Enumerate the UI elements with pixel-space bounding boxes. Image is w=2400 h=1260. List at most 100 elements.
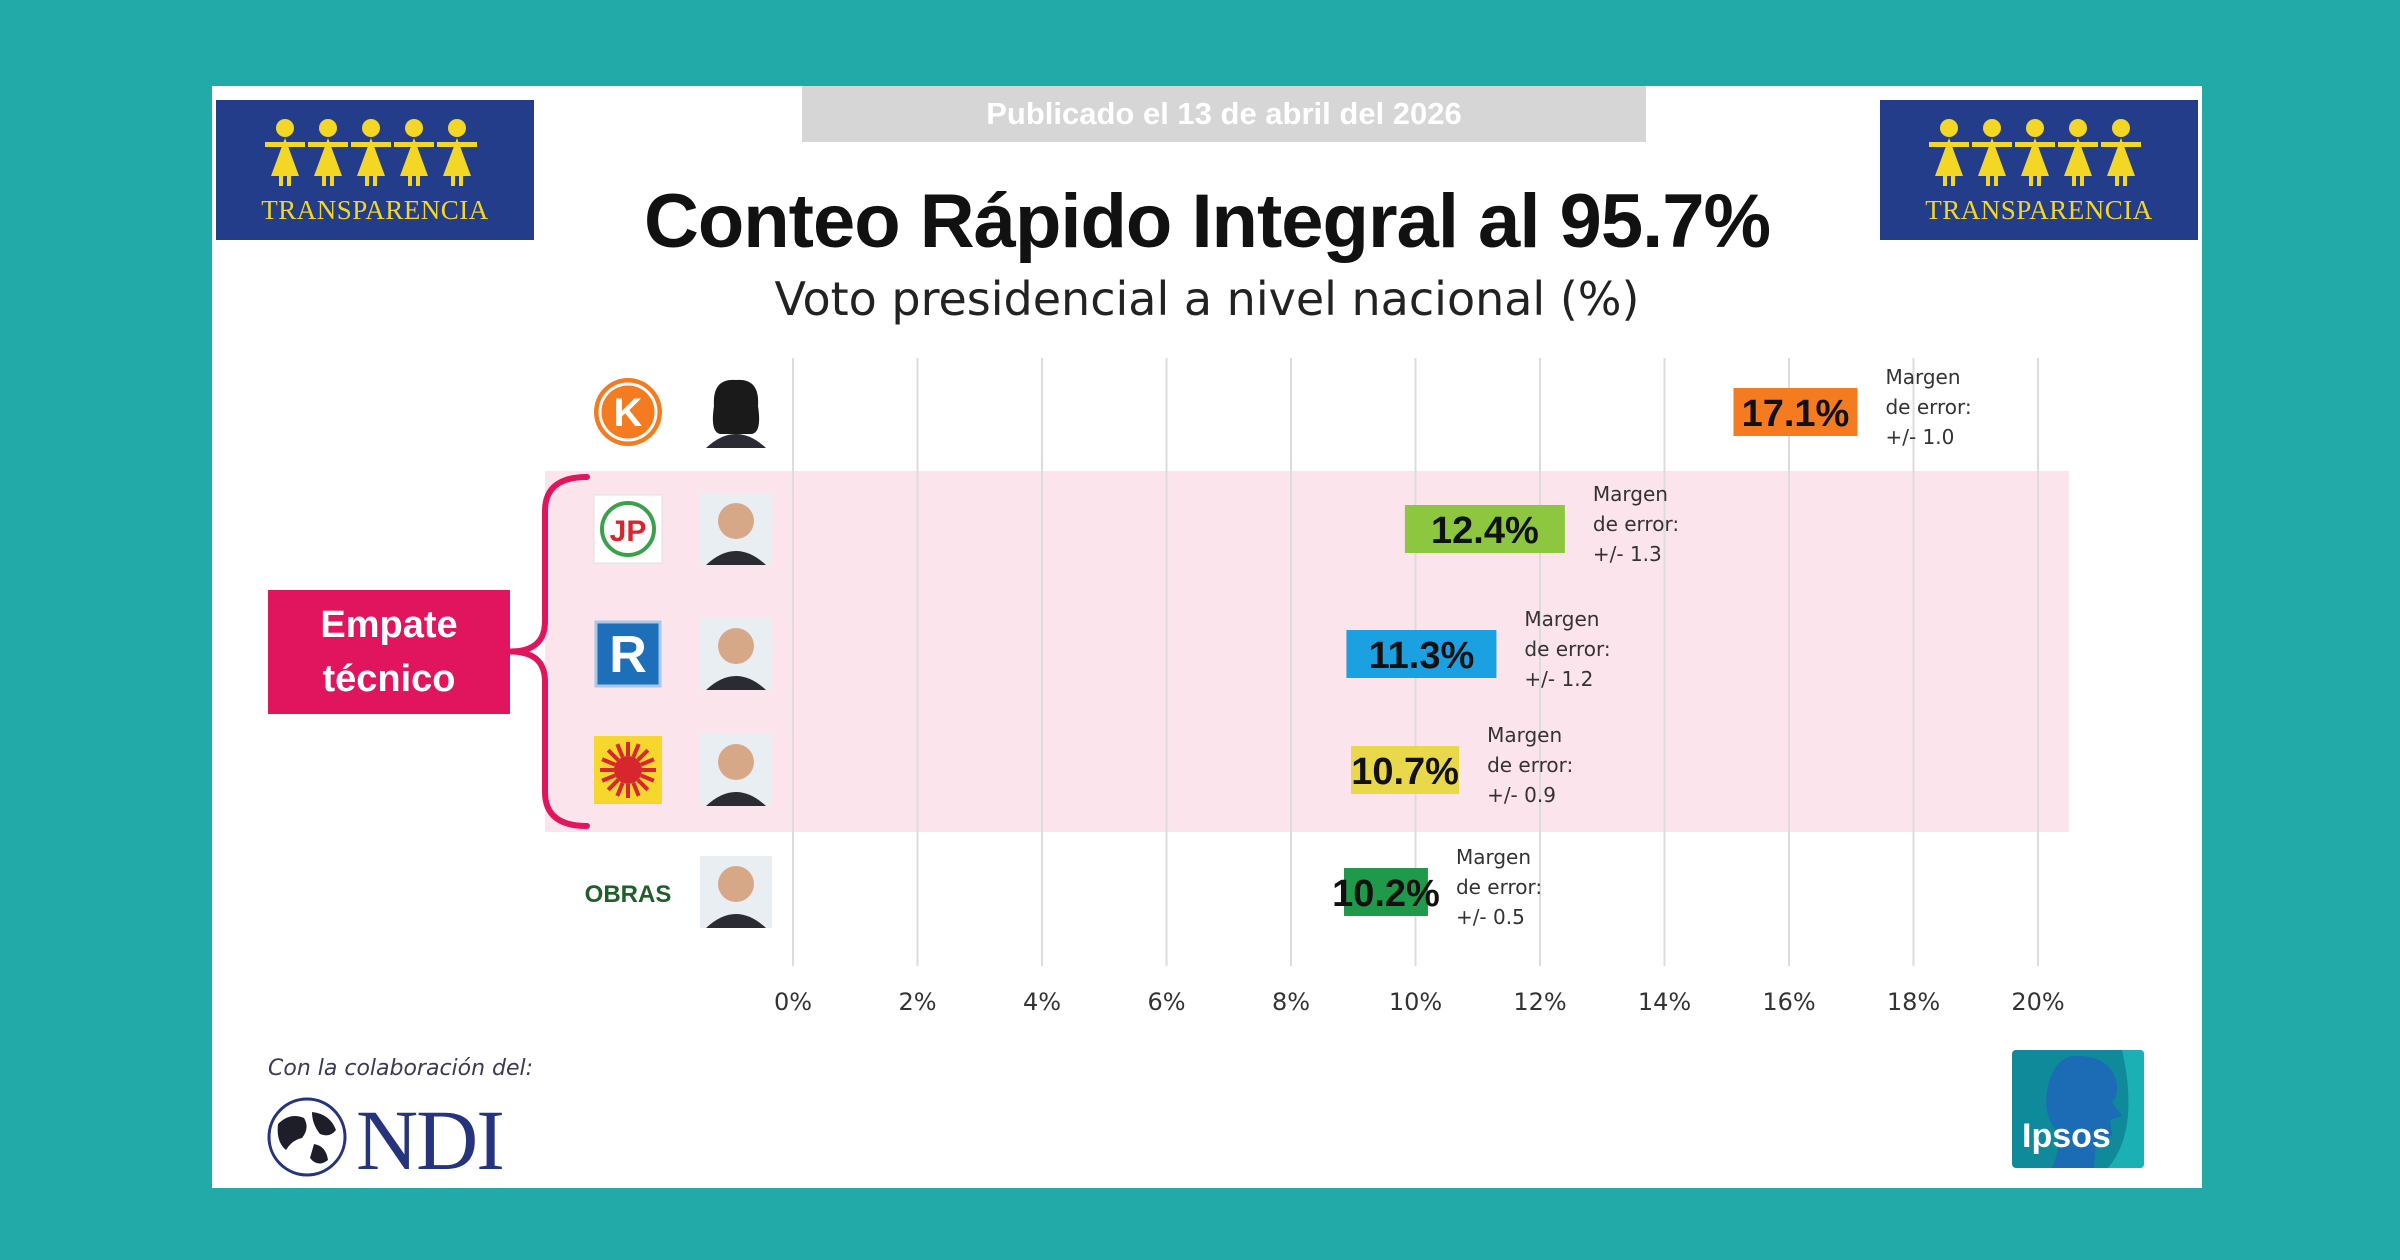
ipsos-logo: Ipsos	[2012, 1050, 2144, 1168]
chart-subtitle: Voto presidencial a nivel nacional (%)	[774, 272, 1640, 326]
margin-of-error-label: Margen	[1885, 365, 1960, 389]
face	[718, 628, 754, 664]
margin-of-error-label: de error:	[1524, 637, 1610, 661]
sun-ray	[601, 773, 616, 783]
margin-of-error-label: de error:	[1456, 875, 1542, 899]
logo-bg	[594, 620, 662, 688]
empate-highlight-band	[545, 471, 2069, 832]
collaboration-label: Con la colaboración del:	[268, 1056, 534, 1081]
x-tick-label: 0%	[774, 988, 812, 1016]
fuerza-popular-logo-icon: K	[594, 378, 662, 446]
candidate-photo-icon	[700, 856, 772, 928]
x-tick-label: 10%	[1389, 988, 1442, 1016]
bar-value-label: 11.3%	[1369, 635, 1475, 677]
empate-line-1: Empate	[320, 604, 458, 646]
x-tick-label: 4%	[1023, 988, 1061, 1016]
bar-value-label: 10.2%	[1332, 873, 1440, 915]
bar-value-label: 10.7%	[1351, 751, 1459, 793]
margin-of-error-label: Margen	[1456, 845, 1531, 869]
transparencia-logo-left: TRANSPARENCIA	[216, 100, 534, 240]
sun-party-logo-icon	[594, 736, 662, 804]
shoulders	[706, 434, 766, 448]
sun-ray	[636, 778, 650, 792]
people-figures-icon	[1929, 119, 2141, 186]
shoulders	[706, 551, 766, 565]
juntos-por-el-peru-logo-icon: JP	[593, 494, 663, 564]
transparencia-wordmark: TRANSPARENCIA	[261, 195, 489, 225]
face	[718, 503, 754, 539]
x-tick-label: 16%	[1762, 988, 1815, 1016]
margin-of-error-label: Margen	[1524, 607, 1599, 631]
empate-tecnico-badge: Empate técnico	[268, 590, 510, 714]
logo-circle	[594, 378, 662, 446]
ndi-wordmark: NDI	[356, 1092, 505, 1188]
sun-ray	[615, 782, 625, 797]
x-tick-label: 6%	[1147, 988, 1185, 1016]
margin-of-error-label: +/- 1.0	[1885, 425, 1954, 449]
people-figures-icon	[265, 119, 477, 186]
logo-letter: K	[614, 391, 643, 435]
sun-ray	[601, 757, 616, 767]
margin-of-error-label: Margen	[1487, 723, 1562, 747]
margin-of-error-label: +/- 1.3	[1593, 542, 1662, 566]
sun-ray	[636, 748, 650, 762]
sun-ray	[606, 778, 620, 792]
ipsos-head-icon	[2046, 1050, 2144, 1168]
logo-ring	[600, 501, 656, 557]
margin-of-error-label: de error:	[1487, 753, 1573, 777]
bar-value-label: 17.1%	[1742, 393, 1850, 435]
bar	[1351, 746, 1460, 794]
candidate-photo-icon	[700, 618, 772, 690]
published-date-banner: Publicado el 13 de abril del 2026	[802, 86, 1646, 142]
candidate-photo-icon	[700, 376, 772, 448]
sun-ray	[631, 782, 641, 797]
x-tick-label: 20%	[2011, 988, 2064, 1016]
chart-title: Conteo Rápido Integral al 95.7%	[643, 179, 1771, 264]
candidate-photo-icon	[700, 493, 772, 565]
face	[718, 744, 754, 780]
logo-letter: R	[609, 626, 647, 684]
margin-of-error-label: de error:	[1593, 512, 1679, 536]
shoulders	[706, 914, 766, 928]
sun-ray	[615, 743, 625, 758]
obras-logo-text: OBRAS	[585, 881, 672, 908]
shoulders	[706, 792, 766, 806]
empate-line-2: técnico	[322, 658, 456, 700]
margin-of-error-label: +/- 0.9	[1487, 783, 1556, 807]
margin-of-error-label: +/- 0.5	[1456, 905, 1525, 929]
ndi-logo: NDI	[264, 1092, 554, 1188]
x-tick-label: 14%	[1638, 988, 1691, 1016]
margin-of-error-label: Margen	[1593, 482, 1668, 506]
empate-brace	[509, 474, 590, 829]
logo-ring	[598, 382, 658, 442]
margin-of-error-label: +/- 1.2	[1524, 667, 1593, 691]
logo-letters: JP	[610, 515, 647, 548]
bar	[1733, 388, 1858, 436]
globe-icon	[267, 1097, 347, 1177]
renovacion-popular-logo-icon: R	[594, 620, 662, 688]
face	[718, 866, 754, 902]
x-tick-label: 8%	[1272, 988, 1310, 1016]
bar	[1346, 630, 1497, 678]
sun-core	[614, 756, 642, 784]
bar	[1404, 505, 1565, 553]
sun-ray	[631, 743, 641, 758]
candidate-photo-icon	[700, 734, 772, 806]
bar	[1343, 868, 1428, 916]
bar-value-label: 12.4%	[1431, 510, 1539, 552]
x-tick-label: 18%	[1887, 988, 1940, 1016]
x-tick-label: 2%	[898, 988, 936, 1016]
hair	[712, 379, 760, 434]
x-tick-label: 12%	[1513, 988, 1566, 1016]
transparencia-logo-right: TRANSPARENCIA	[1880, 100, 2198, 240]
shoulders	[706, 676, 766, 690]
sun-ray	[640, 773, 655, 783]
margin-of-error-label: de error:	[1885, 395, 1971, 419]
sun-ray	[606, 748, 620, 762]
sun-ray	[640, 757, 655, 767]
bar-chart: 0% 2% 4% 6% 8% 10% 12% 14% 16% 18% 20% K JP R OBRAS 1…	[509, 358, 2069, 1016]
infographic-card: Publicado el 13 de abril del 2026 TRANSP…	[212, 86, 2202, 1188]
ipsos-wordmark: Ipsos	[2022, 1117, 2111, 1155]
logo-bg	[593, 494, 663, 564]
transparencia-wordmark: TRANSPARENCIA	[1925, 195, 2153, 225]
